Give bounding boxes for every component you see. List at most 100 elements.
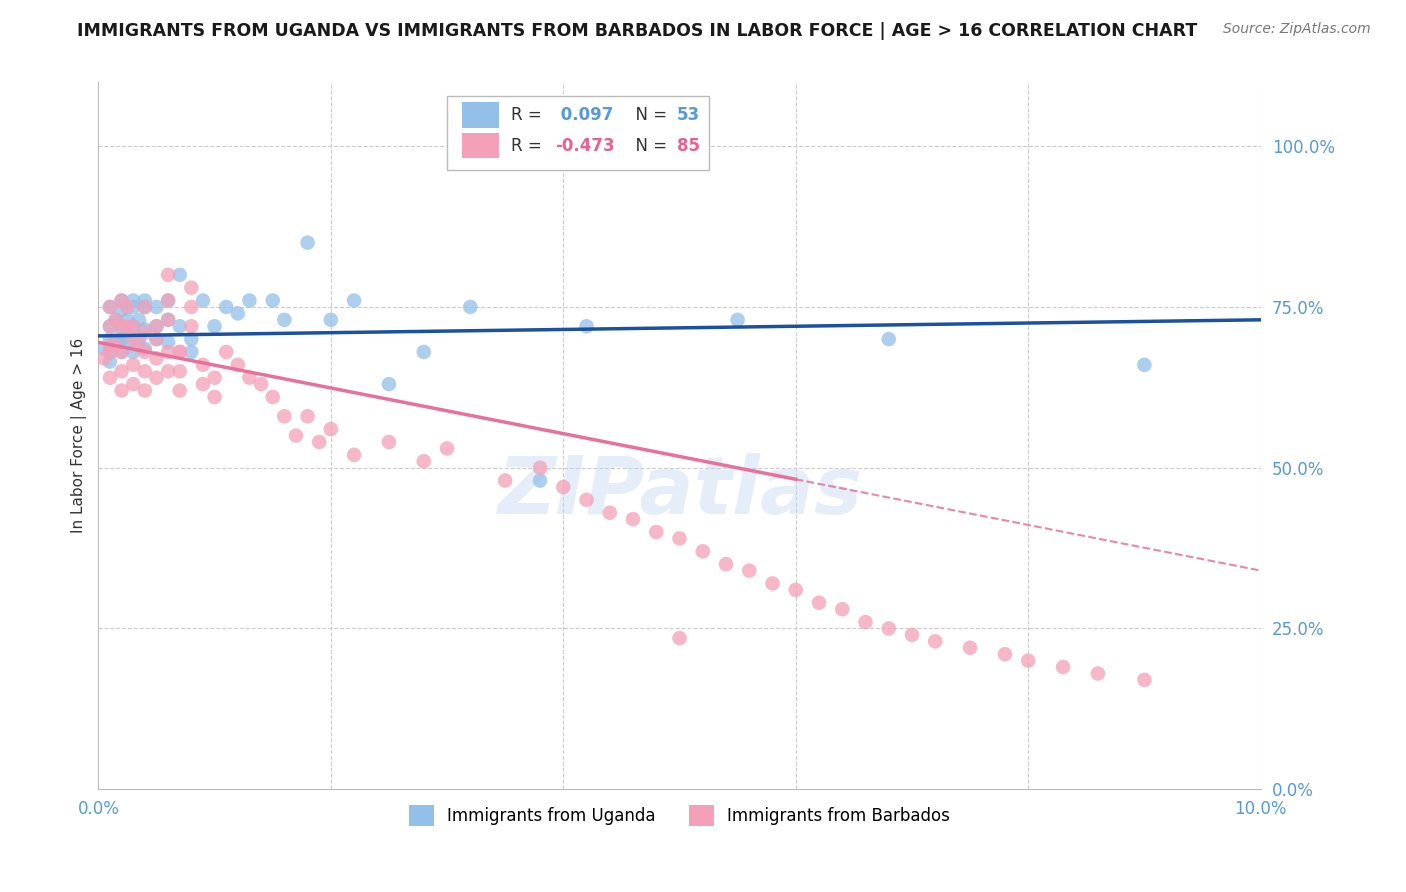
Point — [98, 345, 121, 359]
Point — [319, 422, 342, 436]
Point — [180, 319, 202, 334]
Point — [959, 640, 981, 655]
Point — [831, 602, 853, 616]
Point — [1133, 358, 1156, 372]
FancyBboxPatch shape — [463, 133, 499, 158]
Point — [145, 351, 167, 366]
Text: R =: R = — [510, 106, 547, 124]
Point — [122, 319, 145, 334]
Point — [122, 345, 145, 359]
Point — [169, 268, 191, 282]
Point — [128, 332, 150, 346]
Text: Source: ZipAtlas.com: Source: ZipAtlas.com — [1223, 22, 1371, 37]
Point — [215, 300, 238, 314]
Point — [180, 332, 202, 346]
Point — [157, 335, 180, 350]
Point — [226, 358, 249, 372]
Point — [134, 322, 156, 336]
Point — [169, 345, 191, 359]
Point — [262, 390, 284, 404]
Point — [110, 303, 132, 318]
FancyBboxPatch shape — [447, 96, 709, 170]
Point — [122, 332, 145, 346]
Point — [204, 370, 226, 384]
Point — [122, 300, 145, 314]
Point — [117, 313, 139, 327]
Point — [378, 377, 401, 392]
Point — [134, 364, 156, 378]
Point — [134, 384, 156, 398]
Point — [529, 474, 551, 488]
Point — [110, 345, 132, 359]
Text: 0.097: 0.097 — [555, 106, 613, 124]
Point — [284, 428, 307, 442]
Point — [273, 313, 295, 327]
Point — [104, 335, 127, 350]
Point — [157, 293, 180, 308]
Point — [117, 319, 139, 334]
Point — [110, 319, 132, 334]
Point — [575, 319, 598, 334]
Point — [599, 506, 621, 520]
Point — [169, 345, 191, 359]
Point — [110, 293, 132, 308]
Point — [134, 300, 156, 314]
Point — [117, 335, 139, 350]
Point — [180, 345, 202, 359]
Point — [738, 564, 761, 578]
Point — [98, 319, 121, 334]
Point — [117, 300, 139, 314]
Point — [180, 280, 202, 294]
Point — [98, 332, 121, 346]
Point — [122, 358, 145, 372]
Point — [110, 345, 132, 359]
Point — [668, 631, 690, 645]
Point — [761, 576, 783, 591]
Point — [319, 313, 342, 327]
Text: IMMIGRANTS FROM UGANDA VS IMMIGRANTS FROM BARBADOS IN LABOR FORCE | AGE > 16 COR: IMMIGRANTS FROM UGANDA VS IMMIGRANTS FRO… — [77, 22, 1198, 40]
Point — [877, 332, 900, 346]
Point — [98, 319, 121, 334]
Legend: Immigrants from Uganda, Immigrants from Barbados: Immigrants from Uganda, Immigrants from … — [401, 797, 959, 834]
Text: 85: 85 — [678, 136, 700, 154]
Point — [855, 615, 877, 629]
Text: N =: N = — [624, 136, 672, 154]
Point — [645, 524, 668, 539]
Point — [668, 532, 690, 546]
Point — [145, 319, 167, 334]
Point — [93, 351, 115, 366]
Point — [98, 370, 121, 384]
Point — [110, 293, 132, 308]
Point — [226, 306, 249, 320]
Point — [93, 342, 115, 356]
Point — [157, 268, 180, 282]
Point — [575, 492, 598, 507]
Point — [215, 345, 238, 359]
Point — [98, 345, 121, 359]
Point — [262, 293, 284, 308]
Point — [134, 345, 156, 359]
Point — [1017, 654, 1039, 668]
Point — [378, 435, 401, 450]
Point — [104, 338, 127, 352]
Point — [807, 596, 830, 610]
Point — [134, 326, 156, 340]
Point — [308, 435, 330, 450]
Point — [204, 390, 226, 404]
Y-axis label: In Labor Force | Age > 16: In Labor Force | Age > 16 — [72, 338, 87, 533]
Point — [145, 332, 167, 346]
Text: ZIPatlas: ZIPatlas — [496, 453, 862, 531]
Point — [98, 300, 121, 314]
Point — [134, 293, 156, 308]
Point — [157, 364, 180, 378]
Point — [494, 474, 516, 488]
Point — [553, 480, 575, 494]
Point — [180, 300, 202, 314]
Point — [877, 622, 900, 636]
Point — [901, 628, 924, 642]
Point — [785, 582, 807, 597]
Point — [169, 319, 191, 334]
Point — [727, 313, 749, 327]
Point — [134, 300, 156, 314]
Point — [297, 409, 319, 424]
